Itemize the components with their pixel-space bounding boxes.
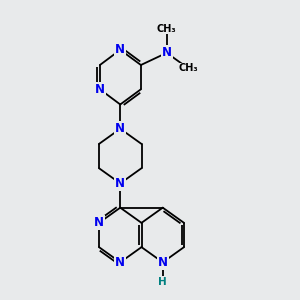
Text: N: N: [162, 46, 172, 59]
Text: N: N: [115, 122, 125, 135]
Text: N: N: [115, 177, 125, 190]
Text: N: N: [95, 83, 105, 96]
Text: CH₃: CH₃: [178, 63, 198, 73]
Text: H: H: [158, 277, 167, 287]
Text: N: N: [115, 43, 125, 56]
Text: N: N: [94, 216, 104, 230]
Text: CH₃: CH₃: [157, 24, 176, 34]
Text: N: N: [158, 256, 168, 269]
Text: N: N: [115, 256, 125, 269]
